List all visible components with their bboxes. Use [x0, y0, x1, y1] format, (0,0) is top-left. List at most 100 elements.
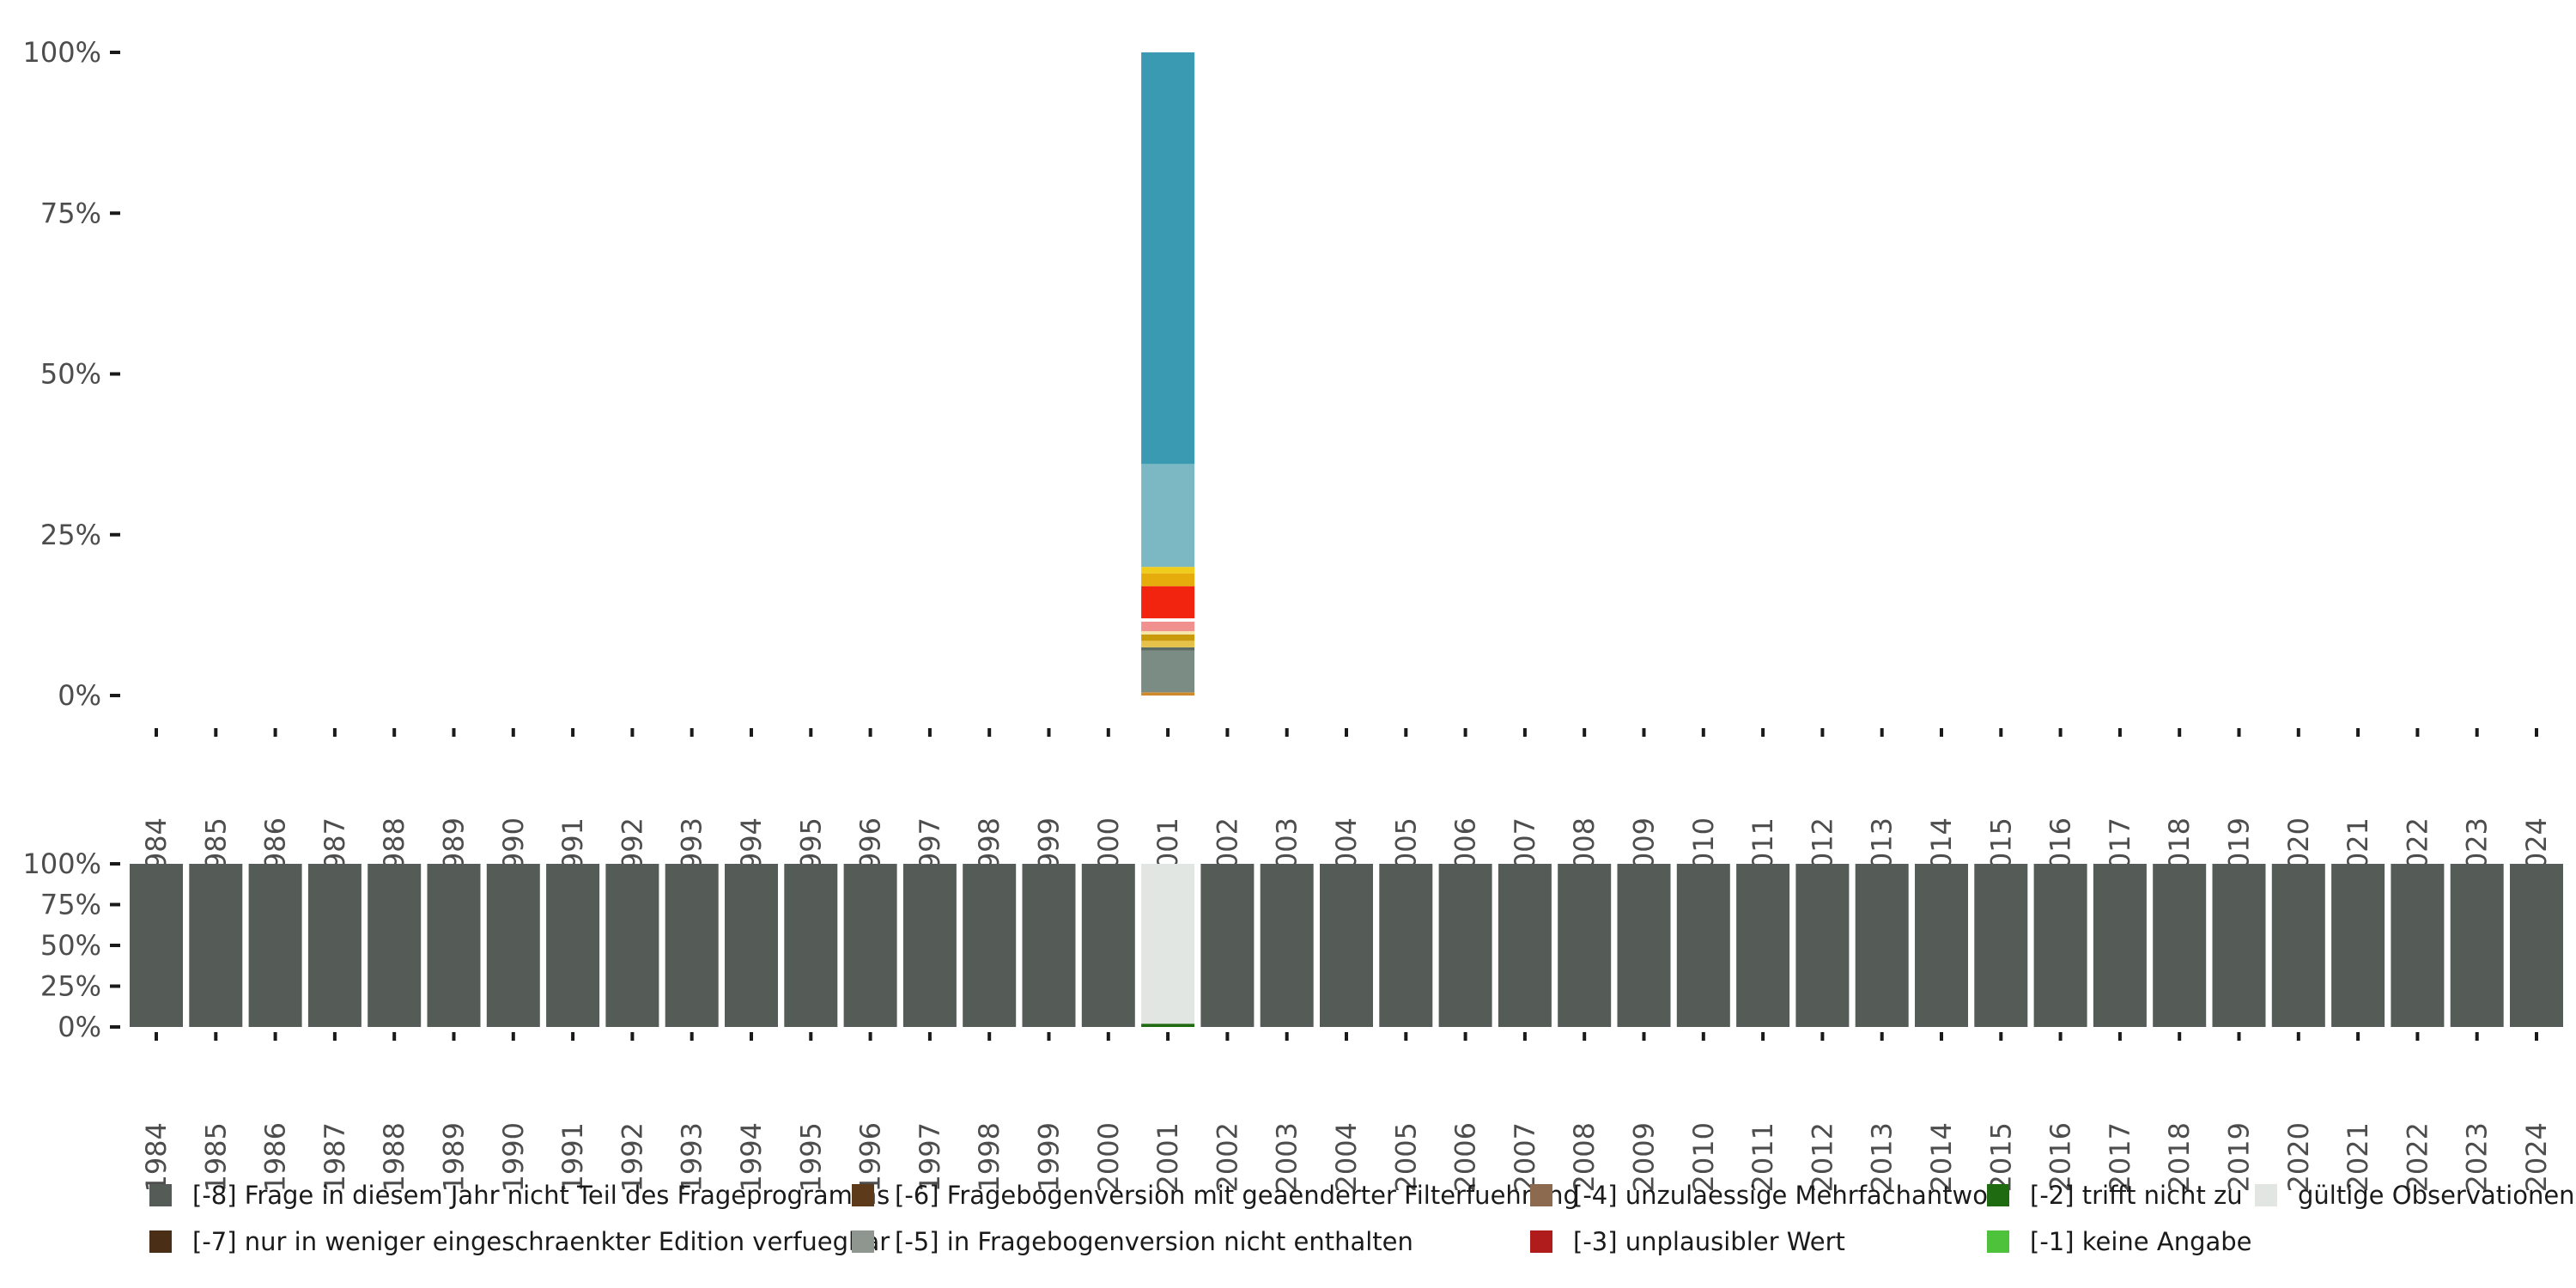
stack-segment-2001 — [1141, 573, 1195, 586]
bar-2011 — [1736, 864, 1790, 1027]
x-tick-label: 1996 — [854, 1122, 887, 1192]
bar-2009 — [1617, 864, 1671, 1027]
x-tick-label: 1999 — [1033, 1122, 1066, 1192]
legend-label: [-6] Fragebogenversion mit geaenderter F… — [895, 1181, 1579, 1210]
bar-2006 — [1438, 864, 1492, 1027]
y-tick-label: 100% — [23, 36, 101, 69]
x-tick-label: 2022 — [2401, 1122, 2433, 1192]
x-tick-label: 2014 — [1925, 1122, 1958, 1192]
legend-swatch — [1530, 1184, 1552, 1206]
legend-label: [-3] unplausibler Wert — [1573, 1227, 1845, 1256]
x-tick-label: 2004 — [1330, 1122, 1363, 1192]
stack-segment-2001 — [1141, 52, 1195, 465]
bar-2016 — [2033, 864, 2087, 1027]
x-tick-label: 2008 — [1568, 1122, 1601, 1192]
legend-label: [-7] nur in weniger eingeschraenkter Edi… — [192, 1227, 890, 1256]
x-tick-label: 2011 — [1747, 1122, 1779, 1192]
legend-swatch — [852, 1184, 874, 1206]
x-tick-label: 2007 — [1509, 1122, 1541, 1192]
legend-swatch — [852, 1230, 874, 1253]
y-tick-label: 25% — [40, 970, 101, 1003]
bar-1991 — [546, 864, 600, 1027]
x-tick-label: 2015 — [1984, 1122, 2017, 1192]
x-tick-label: 2020 — [2282, 1122, 2315, 1192]
legend-label: [-5] in Fragebogenversion nicht enthalte… — [895, 1227, 1413, 1256]
x-tick-label: 1994 — [735, 1122, 768, 1192]
bar-2008 — [1558, 864, 1612, 1027]
y-tick-label: 50% — [40, 358, 101, 391]
y-tick-label: 75% — [40, 197, 101, 229]
x-tick-label: 1995 — [794, 1122, 827, 1192]
stack-segment-2001 — [1141, 618, 1195, 622]
bar-1994 — [725, 864, 778, 1027]
bar-2010 — [1676, 864, 1730, 1027]
bar-2024 — [2510, 864, 2563, 1027]
x-tick-label: 2012 — [1806, 1122, 1838, 1192]
bar-2015 — [1974, 864, 2028, 1027]
bar-2023 — [2450, 864, 2504, 1027]
x-tick-label: 2010 — [1687, 1122, 1720, 1192]
bar-1995 — [784, 864, 838, 1027]
stack-segment-2001 — [1141, 567, 1195, 574]
y-tick-label: 50% — [40, 929, 101, 962]
bar-1993 — [665, 864, 719, 1027]
bar-2004 — [1320, 864, 1373, 1027]
legend-label: gültige Observationen — [2298, 1181, 2575, 1210]
bar-2014 — [1915, 864, 1968, 1027]
bar-1989 — [427, 864, 481, 1027]
bar-1988 — [368, 864, 422, 1027]
x-tick-label: 1997 — [914, 1122, 946, 1192]
legend-label: [-1] keine Angabe — [2030, 1227, 2252, 1256]
stack-segment-2001 — [1141, 464, 1195, 568]
y-tick-label: 0% — [58, 679, 101, 712]
x-tick-label: 2024 — [2520, 1122, 2553, 1192]
bar-2003 — [1260, 864, 1314, 1027]
bar-2020 — [2271, 864, 2325, 1027]
bar-2019 — [2212, 864, 2266, 1027]
bar-1998 — [963, 864, 1017, 1027]
x-tick-label: 2013 — [1866, 1122, 1899, 1192]
x-tick-label: 2023 — [2461, 1122, 2494, 1192]
bar-2000 — [1081, 864, 1135, 1027]
y-tick-label: 100% — [23, 848, 101, 880]
legend-swatch — [1530, 1230, 1552, 1253]
bar-2022 — [2391, 864, 2445, 1027]
stack-segment-2001 — [1141, 647, 1195, 651]
x-tick-label: 2018 — [2163, 1122, 2196, 1192]
bar-1999 — [1022, 864, 1076, 1027]
x-tick-label: 2016 — [2044, 1122, 2077, 1192]
x-tick-label: 1990 — [497, 1122, 530, 1192]
legend-swatch — [149, 1230, 172, 1253]
bar-2007 — [1498, 864, 1552, 1027]
legend-swatch — [2255, 1184, 2277, 1206]
x-tick-label: 1987 — [319, 1122, 351, 1192]
bar-2005 — [1379, 864, 1433, 1027]
bar-2018 — [2153, 864, 2207, 1027]
stack-segment-2001 — [1141, 692, 1195, 696]
bar-1992 — [605, 864, 659, 1027]
x-tick-label: 1989 — [438, 1122, 471, 1192]
bar-2013 — [1855, 864, 1909, 1027]
bar-1985 — [189, 864, 243, 1027]
bar-1986 — [248, 864, 302, 1027]
x-tick-label: 2000 — [1092, 1122, 1125, 1192]
y-tick-label: 25% — [40, 519, 101, 551]
x-tick-label: 1984 — [140, 1122, 173, 1192]
bar-2001 — [1141, 864, 1195, 1024]
x-tick-label: 1985 — [199, 1122, 232, 1192]
stack-segment-2001 — [1141, 586, 1195, 619]
bar-2021 — [2331, 864, 2385, 1027]
x-tick-label: 1988 — [378, 1122, 410, 1192]
bar-1984 — [130, 864, 183, 1027]
bar-2012 — [1795, 864, 1850, 1027]
x-tick-label: 2009 — [1628, 1122, 1661, 1192]
stack-segment-2001 — [1141, 641, 1195, 647]
x-tick-label: 1992 — [616, 1122, 648, 1192]
bar-2017 — [2093, 864, 2147, 1027]
x-tick-label: 1993 — [676, 1122, 708, 1192]
bar-1996 — [843, 864, 897, 1027]
x-tick-label: 2006 — [1449, 1122, 1482, 1192]
legend-label: [-8] Frage in diesem Jahr nicht Teil des… — [192, 1181, 890, 1210]
